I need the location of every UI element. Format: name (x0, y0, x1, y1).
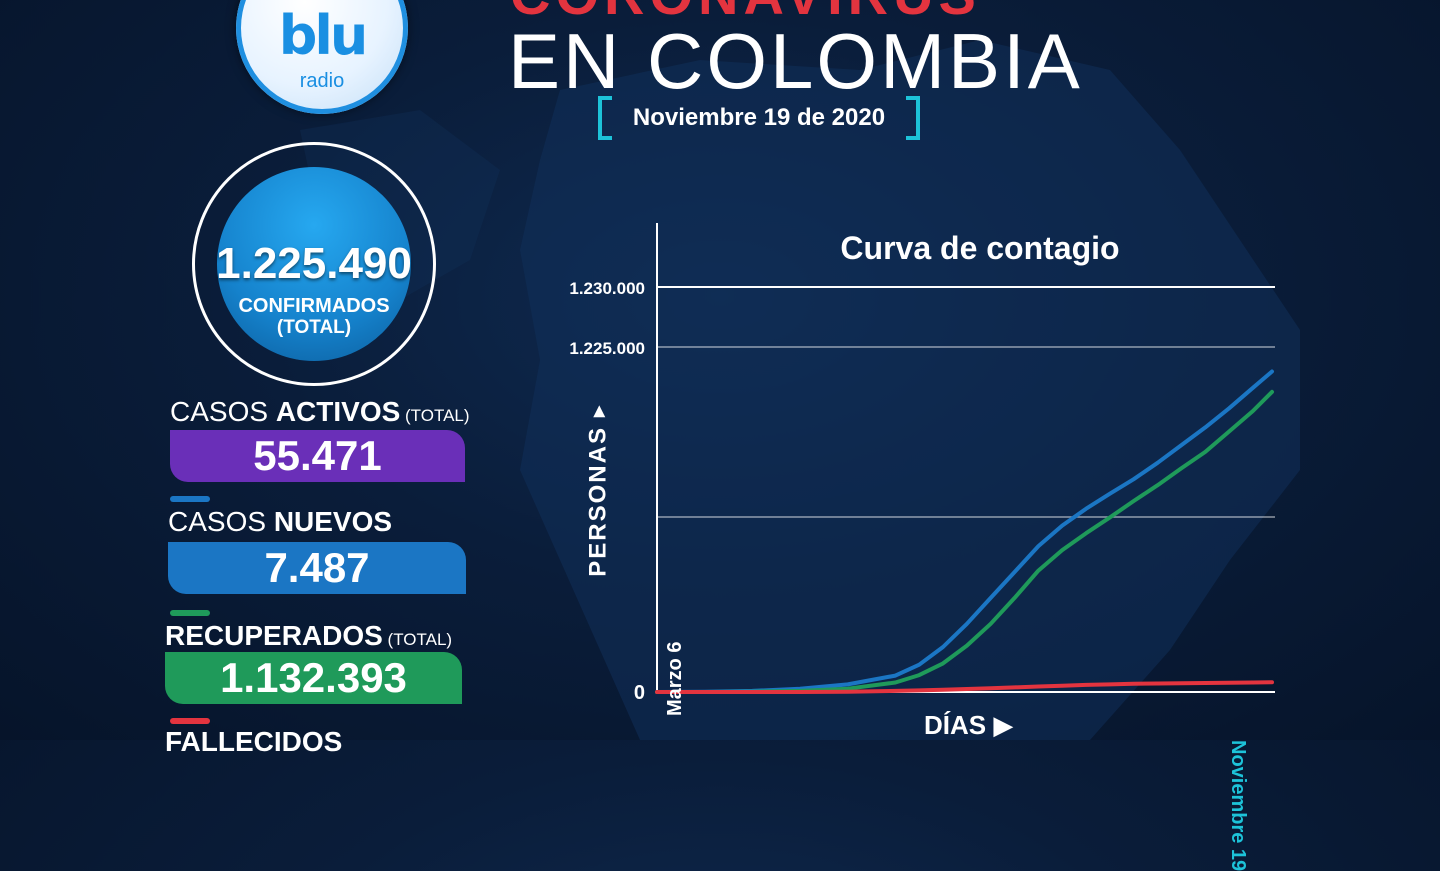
confirmados-sub: (TOTAL) (276, 317, 352, 338)
title-coronavirus: CORONAVIRUS (510, 0, 1110, 27)
recuperados-label-small: (TOTAL) (382, 630, 453, 649)
confirmados-value: 1.225.490 (216, 239, 412, 288)
confirmados-disc (217, 167, 411, 361)
date-text: Noviembre 19 de 2020 (632, 104, 886, 131)
fallecidos-label: FALLECIDOS (165, 726, 342, 758)
y-axis-title-text: PERSONAS (584, 426, 612, 577)
nuevos-accent (170, 496, 210, 502)
series-line-3 (655, 680, 1274, 694)
activos-bar: 55.471 (170, 430, 465, 482)
logo-sub: radio (299, 70, 345, 92)
activos-label-pre: CASOS (170, 396, 276, 427)
chart-title: Curva de contagio (840, 230, 1120, 266)
title-en-colombia: EN COLOMBIA (508, 17, 1083, 105)
x-start-label: Marzo 6 (664, 641, 686, 716)
y-tick-label: 1.225.000 (569, 339, 645, 358)
recuperados-accent (170, 610, 210, 616)
fallecidos-accent (170, 718, 210, 724)
y-tick-label: 1.230.000 (569, 279, 645, 298)
x-end-label: Noviembre 19 (1227, 740, 1249, 871)
nuevos-label: CASOS NUEVOS (168, 506, 392, 538)
activos-label-bold: ACTIVOS (275, 396, 401, 427)
y-axis-title: PERSONAS ▸ (584, 403, 612, 577)
nuevos-bar: 7.487 (168, 542, 466, 594)
nuevos-label-pre: CASOS (168, 506, 274, 537)
series-line-1 (655, 369, 1274, 694)
x-axis-title: DÍAS ▶ (924, 710, 1014, 740)
date-bracket: Noviembre 19 de 2020 (598, 96, 920, 140)
recuperados-label: RECUPERADOS (TOTAL) (165, 620, 452, 652)
nuevos-label-bold: NUEVOS (273, 506, 393, 537)
recuperados-label-bold: RECUPERADOS (165, 620, 383, 651)
confirmados-ring: 1.225.490 CONFIRMADOS (TOTAL) (192, 142, 436, 386)
activos-label-small: (TOTAL) (400, 406, 470, 425)
recuperados-bar: 1.132.393 (165, 652, 462, 704)
x-axis-title-text: DÍAS (924, 710, 987, 740)
contagion-chart: 1.230.000 1.225.000 0 (569, 223, 1275, 704)
confirmados-label: CONFIRMADOS (238, 295, 390, 317)
series-line-2 (655, 389, 1274, 694)
fallecidos-label-bold: FALLECIDOS (165, 726, 343, 757)
logo-word: blu (278, 4, 369, 67)
activos-label: CASOS ACTIVOS (TOTAL) (170, 396, 470, 428)
y-tick-label: 0 (634, 682, 645, 704)
